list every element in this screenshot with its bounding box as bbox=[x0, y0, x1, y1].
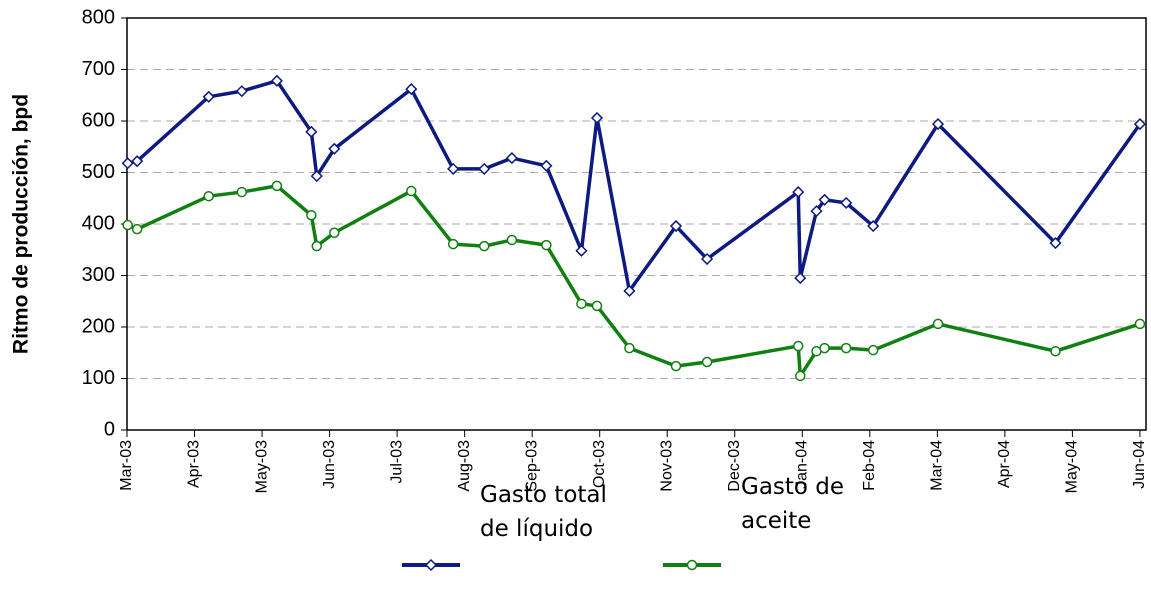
point bbox=[235, 85, 248, 98]
point bbox=[669, 219, 683, 233]
x-tick-label: May-04 bbox=[1064, 440, 1081, 493]
x-tick-label: Jun-04 bbox=[1131, 440, 1148, 489]
point bbox=[794, 272, 807, 285]
x-tick-label: Aug-03 bbox=[456, 440, 473, 492]
y-tick-label: 600 bbox=[82, 109, 115, 131]
point bbox=[506, 234, 518, 246]
point bbox=[590, 111, 604, 124]
y-tick-label: 300 bbox=[82, 264, 115, 286]
point bbox=[810, 205, 823, 218]
point bbox=[1050, 345, 1061, 357]
x-tick-label: Feb-04 bbox=[861, 440, 878, 491]
y-axis-label: Ritmo de producción, bpd bbox=[10, 94, 33, 354]
point bbox=[701, 356, 713, 368]
point bbox=[305, 125, 318, 138]
x-tick-label: Jan-04 bbox=[794, 440, 811, 489]
x-tick-label: Jul-03 bbox=[388, 440, 405, 484]
point bbox=[818, 193, 831, 206]
point bbox=[701, 252, 714, 266]
point bbox=[575, 244, 588, 257]
point bbox=[931, 118, 945, 131]
point bbox=[131, 223, 143, 235]
point bbox=[478, 240, 490, 252]
y-tick-label: 0 bbox=[104, 418, 115, 440]
legend-marker bbox=[424, 558, 438, 572]
point bbox=[792, 340, 804, 352]
point bbox=[867, 344, 879, 356]
x-tick-label: Apr-03 bbox=[186, 440, 203, 488]
point bbox=[478, 162, 491, 175]
x-tick-label: Sep-03 bbox=[523, 440, 540, 492]
x-tick-label: Jun-03 bbox=[321, 440, 338, 489]
point bbox=[840, 196, 853, 209]
point bbox=[624, 342, 635, 354]
x-tick-label: Nov-03 bbox=[658, 440, 675, 492]
point bbox=[795, 370, 806, 382]
point bbox=[840, 342, 852, 354]
y-tick-label: 200 bbox=[82, 315, 115, 337]
point bbox=[271, 180, 283, 192]
point bbox=[306, 209, 317, 221]
point bbox=[867, 219, 880, 233]
point bbox=[505, 152, 518, 165]
point bbox=[131, 155, 144, 168]
point bbox=[623, 284, 636, 298]
y-tick-label: 400 bbox=[82, 212, 115, 234]
point bbox=[405, 83, 418, 96]
x-tick-label: Mar-03 bbox=[118, 440, 135, 491]
point bbox=[270, 74, 283, 87]
point bbox=[329, 227, 340, 239]
point bbox=[121, 157, 134, 170]
legend-label: Gasto total de líquido bbox=[480, 482, 607, 542]
point bbox=[576, 298, 587, 310]
point bbox=[932, 318, 944, 330]
point bbox=[202, 90, 215, 103]
point bbox=[1134, 318, 1146, 330]
point bbox=[447, 162, 460, 175]
point bbox=[591, 300, 603, 312]
point bbox=[1133, 118, 1146, 131]
legend-marker bbox=[686, 559, 698, 571]
point bbox=[819, 342, 830, 354]
x-tick-label: Oct-03 bbox=[591, 440, 608, 488]
point bbox=[236, 186, 248, 198]
point bbox=[311, 240, 323, 252]
point bbox=[406, 185, 417, 197]
point bbox=[1049, 236, 1062, 250]
x-tick-label: May-03 bbox=[253, 440, 270, 493]
x-tick-label: Apr-04 bbox=[996, 440, 1013, 488]
point bbox=[328, 142, 341, 155]
y-tick-label: 800 bbox=[82, 6, 115, 28]
point bbox=[122, 219, 133, 231]
y-tick-label: 500 bbox=[82, 161, 115, 183]
y-tick-label: 700 bbox=[82, 58, 115, 80]
legend-label: Gasto de aceite bbox=[741, 474, 845, 534]
x-tick-label: Dec-03 bbox=[726, 440, 743, 492]
point bbox=[540, 159, 553, 172]
point bbox=[792, 186, 805, 199]
point bbox=[541, 239, 552, 251]
x-tick-label: Mar-04 bbox=[929, 440, 946, 491]
point bbox=[203, 190, 214, 202]
y-tick-label: 100 bbox=[82, 367, 115, 389]
point bbox=[670, 360, 682, 372]
point bbox=[310, 170, 323, 183]
point bbox=[447, 238, 459, 250]
